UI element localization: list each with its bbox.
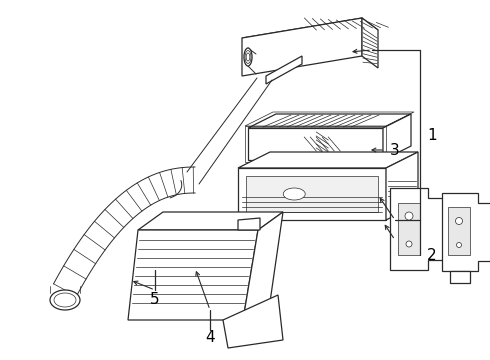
Polygon shape — [450, 271, 470, 283]
Polygon shape — [390, 188, 444, 270]
Text: 3: 3 — [390, 143, 400, 158]
Ellipse shape — [245, 50, 251, 63]
Polygon shape — [386, 152, 418, 220]
Polygon shape — [442, 193, 490, 271]
Ellipse shape — [50, 290, 80, 310]
Polygon shape — [238, 218, 260, 230]
Ellipse shape — [246, 53, 250, 61]
Ellipse shape — [456, 217, 463, 225]
Polygon shape — [242, 18, 362, 76]
Ellipse shape — [283, 188, 305, 200]
Text: 2: 2 — [427, 248, 437, 262]
Polygon shape — [128, 230, 258, 320]
Ellipse shape — [54, 293, 76, 307]
Polygon shape — [398, 203, 420, 255]
Polygon shape — [238, 168, 386, 220]
Ellipse shape — [405, 212, 413, 220]
Ellipse shape — [406, 241, 412, 247]
Polygon shape — [448, 207, 470, 255]
Ellipse shape — [244, 48, 252, 66]
Polygon shape — [243, 212, 283, 320]
Text: 4: 4 — [205, 329, 215, 345]
Polygon shape — [223, 295, 283, 348]
Polygon shape — [242, 18, 378, 50]
Polygon shape — [362, 18, 378, 68]
Polygon shape — [248, 128, 383, 160]
Polygon shape — [248, 114, 411, 128]
Text: 5: 5 — [150, 292, 160, 307]
Text: 1: 1 — [427, 127, 437, 143]
Polygon shape — [383, 114, 411, 160]
Polygon shape — [238, 152, 418, 168]
Polygon shape — [246, 176, 378, 212]
Polygon shape — [266, 56, 302, 84]
Ellipse shape — [457, 243, 462, 248]
Polygon shape — [138, 212, 283, 230]
